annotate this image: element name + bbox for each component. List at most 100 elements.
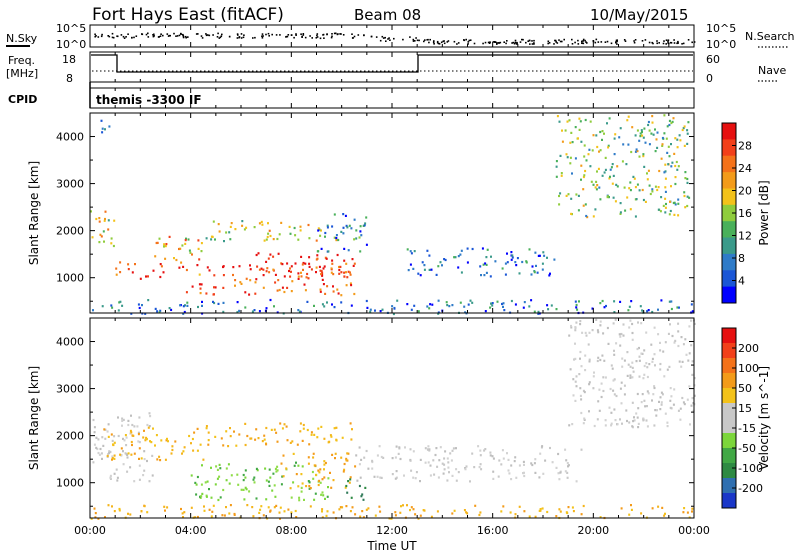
power-cell: [510, 251, 513, 254]
velocity-cell: [395, 476, 398, 479]
velocity-cell: [621, 422, 623, 425]
velocity-cell: [97, 451, 100, 455]
velocity-cell: [308, 485, 311, 488]
velocity-cell: [660, 391, 663, 394]
velocity-cell: [148, 480, 151, 483]
x-tick-label: 12:00: [376, 524, 408, 537]
noise-point: [157, 36, 160, 38]
noise-point: [497, 42, 500, 44]
power-cell: [283, 275, 286, 278]
velocity-cell: [267, 506, 270, 509]
velocity-cell: [124, 434, 127, 437]
velocity-cell: [281, 427, 284, 430]
velocity-cell: [273, 428, 276, 431]
colorbar-tick-label: -200: [738, 482, 763, 495]
velocity-cell: [394, 456, 397, 459]
noise-point: [457, 42, 460, 44]
power-cell: [428, 307, 431, 310]
velocity-cell: [146, 459, 148, 463]
power-cell: [662, 204, 665, 207]
velocity-cell: [677, 322, 680, 325]
power-cell: [236, 311, 239, 314]
velocity-cell: [223, 514, 226, 517]
power-cell: [212, 220, 215, 223]
power-cell: [306, 272, 309, 276]
velocity-cell: [363, 456, 366, 459]
power-cell: [353, 238, 356, 241]
power-cell: [541, 268, 544, 271]
velocity-cell: [615, 394, 618, 398]
power-cell: [320, 270, 323, 273]
noise-point: [634, 39, 637, 41]
power-cell: [267, 222, 269, 225]
y-tick-label: 3000: [56, 383, 84, 396]
power-cell: [594, 208, 597, 211]
velocity-cell: [289, 441, 292, 444]
velocity-cell: [245, 488, 248, 491]
power-cell: [686, 204, 689, 208]
power-cell: [569, 156, 572, 159]
power-cell: [430, 268, 433, 271]
power-cell: [441, 264, 443, 267]
velocity-cell: [273, 506, 276, 509]
power-cell: [350, 227, 353, 230]
power-cell: [343, 275, 346, 278]
velocity-cell: [243, 498, 246, 501]
velocity-cell: [100, 452, 103, 455]
colorbar-segment: [722, 123, 736, 140]
velocity-cell: [598, 409, 601, 412]
power-cell: [409, 250, 412, 253]
velocity-cell: [207, 431, 210, 434]
noise-point: [108, 35, 111, 38]
noise-point: [363, 34, 365, 37]
power-cell: [448, 305, 451, 308]
velocity-cell: [229, 427, 231, 430]
velocity-cell: [593, 424, 596, 428]
x-tick-label: 00:00: [74, 524, 106, 537]
power-cell: [319, 288, 322, 291]
velocity-cell: [118, 509, 121, 512]
power-cell: [565, 194, 568, 197]
velocity-cell: [143, 469, 146, 472]
velocity-cell: [309, 505, 312, 508]
power-cell: [553, 258, 556, 261]
noise-point: [662, 42, 665, 45]
velocity-cell: [117, 416, 119, 419]
velocity-cell: [229, 504, 232, 507]
velocity-cell: [230, 474, 233, 477]
power-cell: [514, 261, 517, 264]
power-cell: [646, 178, 649, 181]
power-cell: [561, 129, 563, 132]
velocity-cell: [531, 463, 534, 467]
power-cell: [254, 292, 257, 295]
noise-point: [107, 35, 109, 37]
velocity-cell: [127, 419, 130, 422]
velocity-cell: [596, 359, 599, 363]
power-cell: [590, 180, 593, 183]
power-cell: [234, 228, 237, 231]
velocity-cell: [274, 467, 277, 470]
velocity-cell: [419, 480, 421, 483]
noise-point: [173, 32, 175, 35]
velocity-cell: [423, 509, 426, 512]
power-cell: [232, 273, 234, 277]
velocity-cell: [121, 424, 123, 427]
power-cell: [437, 265, 440, 268]
velocity-cell: [610, 422, 613, 425]
power-cell: [258, 310, 261, 313]
velocity-cell: [259, 508, 262, 511]
power-cell: [374, 309, 376, 312]
power-cell: [349, 282, 352, 285]
power-cell: [481, 247, 484, 250]
power-cell: [560, 174, 563, 177]
power-cell: [663, 171, 666, 174]
velocity-cell: [365, 508, 368, 511]
power-cell: [358, 236, 361, 239]
velocity-cell: [687, 359, 690, 362]
power-cell: [333, 213, 336, 216]
power-cell: [630, 300, 633, 303]
velocity-cell: [414, 477, 417, 480]
velocity-cell: [97, 517, 100, 520]
velocity-cell: [119, 453, 122, 456]
velocity-cell: [469, 480, 471, 483]
